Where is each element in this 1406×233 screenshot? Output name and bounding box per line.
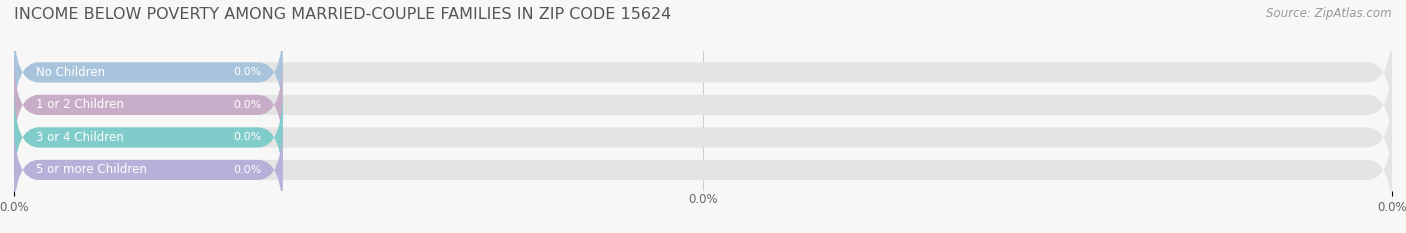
Text: 0.0%: 0.0% <box>233 67 262 77</box>
FancyBboxPatch shape <box>14 24 1392 121</box>
Text: 0.0%: 0.0% <box>688 193 718 206</box>
Text: 0.0%: 0.0% <box>233 100 262 110</box>
FancyBboxPatch shape <box>14 121 283 218</box>
Text: Source: ZipAtlas.com: Source: ZipAtlas.com <box>1267 7 1392 20</box>
Text: No Children: No Children <box>35 66 104 79</box>
FancyBboxPatch shape <box>14 89 283 186</box>
FancyBboxPatch shape <box>14 89 1392 186</box>
FancyBboxPatch shape <box>14 56 1392 153</box>
Text: 5 or more Children: 5 or more Children <box>35 163 146 176</box>
FancyBboxPatch shape <box>14 56 283 153</box>
Text: 3 or 4 Children: 3 or 4 Children <box>35 131 124 144</box>
FancyBboxPatch shape <box>14 24 283 121</box>
Text: 1 or 2 Children: 1 or 2 Children <box>35 98 124 111</box>
Text: 0.0%: 0.0% <box>233 165 262 175</box>
Text: INCOME BELOW POVERTY AMONG MARRIED-COUPLE FAMILIES IN ZIP CODE 15624: INCOME BELOW POVERTY AMONG MARRIED-COUPL… <box>14 7 671 22</box>
Text: 0.0%: 0.0% <box>233 132 262 142</box>
FancyBboxPatch shape <box>14 121 1392 218</box>
